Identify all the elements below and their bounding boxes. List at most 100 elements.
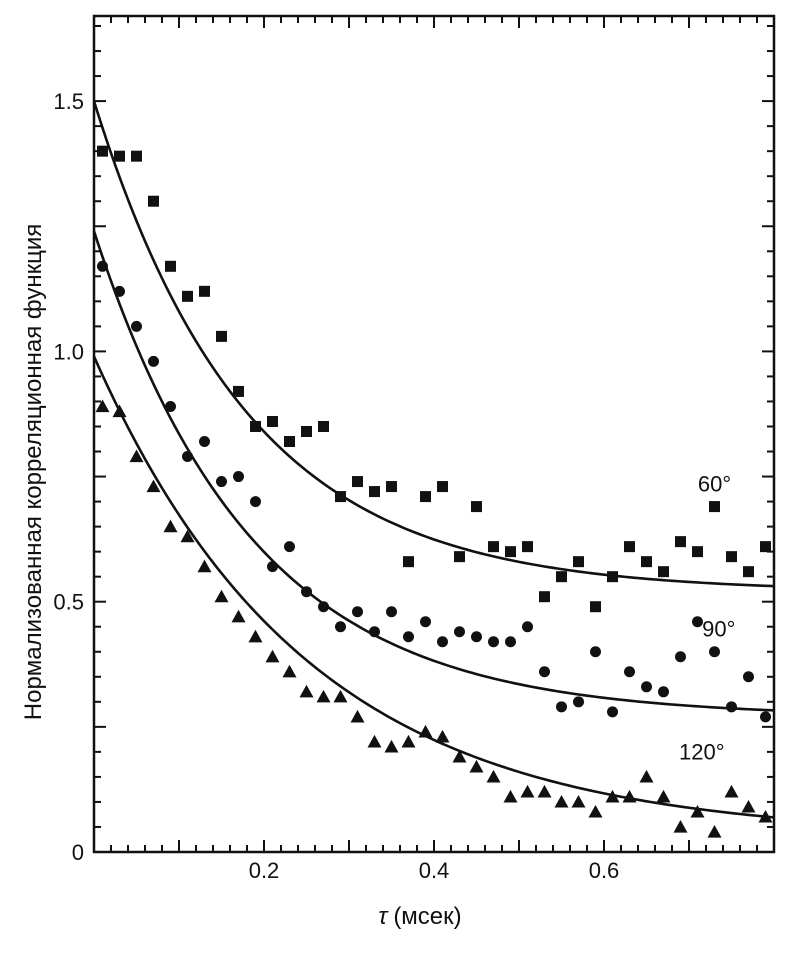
data-point-triangle [554,794,569,808]
data-point-triangle [316,689,331,703]
data-point-triangle [690,804,705,818]
data-point-circle [369,626,380,638]
data-point-triangle [639,769,654,783]
data-point-circle [675,651,686,663]
fit-curve-layer [92,100,775,819]
data-point-square [743,566,754,578]
data-point-circle [250,496,261,508]
y-tick-label: 1.5 [53,89,84,114]
data-point-square [301,425,312,437]
data-point-circle [726,701,737,713]
data-point-square [675,536,686,548]
x-axis-label: τ (мсек) [378,903,461,930]
data-point-square [284,436,295,448]
data-point-triangle [214,589,229,603]
data-point-triangle [520,784,535,798]
data-point-circle [386,606,397,618]
data-point-circle [488,636,499,648]
data-point-square [454,551,465,563]
data-point-square [505,546,516,558]
data-point-triangle [163,519,178,533]
data-point-triangle [129,449,144,463]
data-point-square [488,541,499,553]
data-point-circle [216,476,227,488]
data-point-circle [233,471,244,483]
data-point-square [250,420,261,432]
data-point-square [471,501,482,513]
data-point-circle [97,260,108,272]
data-point-triangle [724,784,739,798]
data-point-triangle [605,789,620,803]
data-point-circle [148,355,159,367]
fit-curve [92,100,775,588]
series-label-layer: 60° 90° 120° [679,472,735,765]
data-point-circle [709,646,720,658]
data-point-square [692,546,703,558]
data-point-triangle [112,404,127,418]
data-point-square [148,195,159,207]
data-point-triangle [503,789,518,803]
data-point-circle [556,701,567,713]
data-point-triangle [622,789,637,803]
data-point-square [182,290,193,302]
data-point-triangle [588,804,603,818]
data-point-circle [624,666,635,678]
data-point-circle [114,285,125,297]
x-axis-symbol: τ [378,903,389,930]
data-point-circle [131,320,142,332]
x-tick-label: 0.4 [419,858,450,883]
data-point-circle [454,626,465,638]
fit-curve [92,355,775,819]
x-axis-unit: (мсек) [393,903,461,930]
data-point-circle [318,601,329,613]
data-point-square [760,541,771,553]
data-point-circle [573,696,584,708]
data-point-triangle [741,799,756,813]
data-point-circle [267,561,278,573]
data-point-circle [165,400,176,412]
y-tick-label: 0 [72,840,84,865]
data-point-triangle [571,794,586,808]
data-point-triangle [231,609,246,623]
data-point-square [318,420,329,432]
data-point-triangle [248,629,263,643]
data-point-triangle [197,559,212,573]
data-point-triangle [469,759,484,773]
data-point-circle [539,666,550,678]
data-point-triangle [656,789,671,803]
data-point-square [658,566,669,578]
data-point-circle [590,646,601,658]
data-point-triangle [418,724,433,738]
data-point-square [369,486,380,498]
data-point-square [573,556,584,568]
series-label: 60° [698,472,731,497]
series-label: 120° [679,739,725,764]
data-point-triangle [180,529,195,543]
data-point-circle [641,681,652,693]
plot-frame-layer [92,14,776,854]
fit-curve [92,230,775,712]
data-point-square [233,385,244,397]
data-point-square [97,145,108,157]
data-point-square [216,330,227,342]
data-point-triangle [265,649,280,663]
x-tick-label: 0.6 [589,858,620,883]
data-point-circle [420,616,431,628]
data-point-square [590,601,601,613]
data-point-triangle [537,784,552,798]
data-point-triangle [435,729,450,743]
data-point-triangle [401,734,416,748]
data-point-triangle [282,664,297,678]
data-point-square [607,571,618,583]
data-point-circle [284,541,295,553]
data-point-square [267,415,278,427]
data-point-triangle [299,684,314,698]
tick-label-layer: 0.2 0.4 0.6 0 0.5 1.0 1.5 [53,89,619,883]
data-point-square [556,571,567,583]
data-point-circle [505,636,516,648]
x-tick-label: 0.2 [249,858,280,883]
data-point-circle [522,621,533,633]
data-point-square [352,476,363,488]
y-axis-label: Нормализованная корреляционная функция [20,224,47,720]
